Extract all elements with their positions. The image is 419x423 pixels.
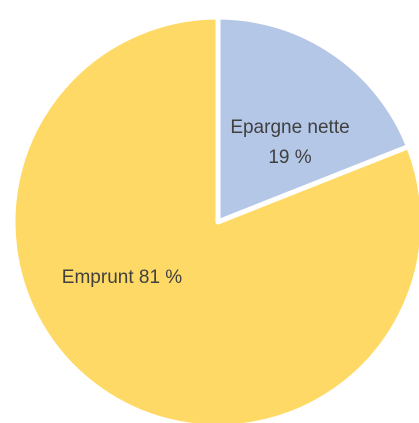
pie-slice-epargne-nette xyxy=(215,14,412,225)
pie-slices xyxy=(10,14,419,423)
pie-slice-emprunt xyxy=(10,14,419,423)
slice-label-epargne-nette-name: Epargne nette xyxy=(230,117,349,138)
slice-label-epargne-nette-value: 19 % xyxy=(268,147,311,168)
slice-label-emprunt: Emprunt 81 % xyxy=(62,267,182,288)
